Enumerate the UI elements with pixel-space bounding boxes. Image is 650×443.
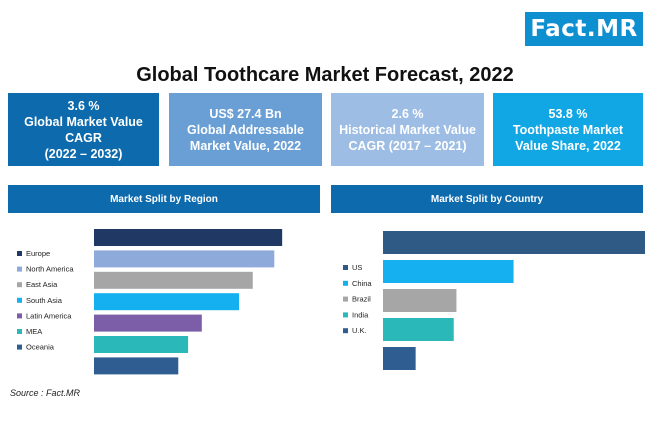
bar-europe xyxy=(94,229,283,246)
legend-swatch xyxy=(17,297,22,303)
legend-swatch xyxy=(17,344,22,350)
legend-label: North America xyxy=(26,265,74,274)
bar-oceania xyxy=(94,357,179,375)
factmr-logo: Fact.MR xyxy=(525,12,643,46)
bar-us xyxy=(383,231,645,254)
legend-swatch xyxy=(343,312,348,318)
kpi-value: 2.6 % xyxy=(391,106,424,121)
legend-label: Brazil xyxy=(352,295,371,304)
legend-label: India xyxy=(352,310,369,319)
page-title: Global Toothcare Market Forecast, 2022 xyxy=(136,64,514,86)
region-panel-header: Market Split by Region xyxy=(8,185,320,213)
bar-mea xyxy=(94,336,189,353)
kpi-addressable-market: US$ 27.4 Bn Global Addressable Market Va… xyxy=(169,93,322,166)
bar-latin-america xyxy=(94,314,202,332)
bar-north-america xyxy=(94,250,275,268)
legend-label: US xyxy=(352,263,362,272)
kpi-historical-cagr: 2.6 % Historical Market Value CAGR (2017… xyxy=(331,93,484,166)
bar-u-k- xyxy=(383,347,416,370)
legend-label: MEA xyxy=(26,327,42,336)
kpi-label: Historical Market Value CAGR (2017 – 202… xyxy=(339,122,476,153)
bar-east-asia xyxy=(94,271,253,289)
region-panel-title: Market Split by Region xyxy=(110,193,218,205)
country-bar-chart: US China Brazil India U.K. xyxy=(343,231,645,370)
country-panel-header: Market Split by Country xyxy=(331,185,643,213)
bar-india xyxy=(383,318,454,341)
kpi-sub: (2022 – 2032) xyxy=(44,146,123,161)
region-bar-chart: Europe North America East Asia South Asia La… xyxy=(17,229,283,375)
legend-swatch xyxy=(17,329,22,334)
legend-swatch xyxy=(343,265,348,270)
legend-swatch xyxy=(17,282,22,288)
country-panel-title: Market Split by Country xyxy=(430,193,544,205)
legend-label: Oceania xyxy=(26,343,55,352)
kpi-value: 3.6 % xyxy=(67,98,100,113)
kpi-toothpaste-share: 53.8 % Toothpaste Market Value Share, 20… xyxy=(493,93,643,166)
bar-brazil xyxy=(383,289,457,312)
legend-swatch xyxy=(17,313,22,319)
kpi-label: Global Market Value CAGR xyxy=(24,114,143,145)
legend-label: China xyxy=(352,279,372,288)
kpi-value: US$ 27.4 Bn xyxy=(209,106,282,121)
bar-china xyxy=(383,260,514,283)
kpi-label: Toothpaste Market Value Share, 2022 xyxy=(512,122,624,153)
legend-label: East Asia xyxy=(26,280,58,289)
bar-south-asia xyxy=(94,293,240,311)
legend-swatch xyxy=(343,328,348,334)
legend-swatch xyxy=(343,296,348,302)
source-note: Source : Fact.MR xyxy=(10,388,81,398)
kpi-value: 53.8 % xyxy=(548,106,588,121)
legend-swatch xyxy=(343,280,348,286)
legend-swatch xyxy=(17,251,22,256)
kpi-label: Global Addressable Market Value, 2022 xyxy=(187,122,304,153)
legend-label: Europe xyxy=(26,249,50,258)
legend-label: Latin America xyxy=(26,311,72,320)
legend-label: South Asia xyxy=(26,296,63,305)
kpi-market-cagr: 3.6 % Global Market Value CAGR (2022 – 2… xyxy=(8,93,159,166)
legend-label: U.K. xyxy=(352,326,367,335)
legend-swatch xyxy=(17,266,22,272)
